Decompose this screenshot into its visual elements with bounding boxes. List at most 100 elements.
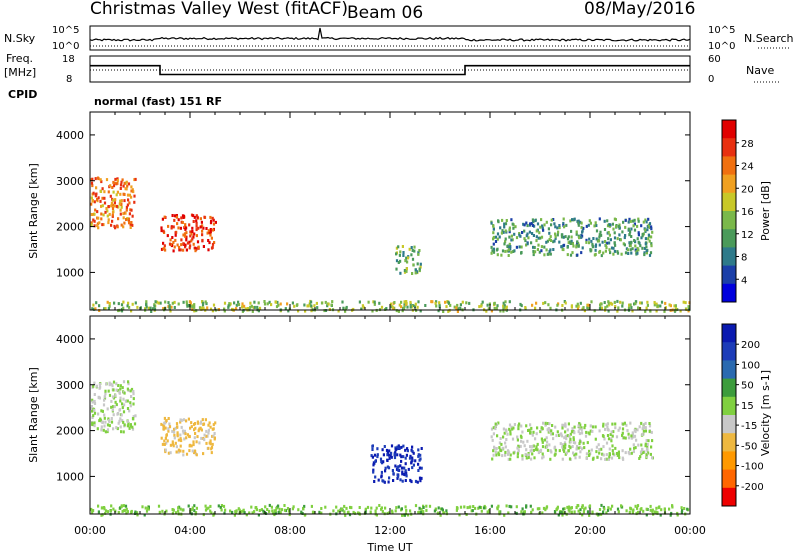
vel-cell [578,442,581,446]
vel-cell [243,511,246,515]
power-cell [94,307,97,311]
time-axis-tick-label: 08:00 [274,524,306,537]
power-cell [571,251,574,255]
vel-cell [324,505,327,509]
power-cell [552,248,555,251]
vel-cell [169,451,172,455]
vel-cell [545,505,549,509]
power-cell [342,306,345,310]
vel-cell [574,441,577,445]
vel-cell [567,505,571,509]
vel-cell [642,429,645,433]
power-cell [178,248,181,252]
power-cell [106,300,109,304]
power-cell [167,224,170,228]
power-cell [599,230,602,234]
vel-cell [168,425,172,429]
power-cell [111,219,114,223]
power-cell [542,228,545,232]
vel-cell [386,459,389,462]
power-cell [205,227,208,230]
vel-cell [622,422,625,426]
power-cell [400,300,403,304]
power-cell [504,249,507,253]
vel-cell [396,466,399,470]
vel-cell [663,508,666,512]
vel-cell [600,457,603,461]
vel-cell [625,423,628,427]
power-cell [414,268,417,272]
power-cell [604,249,607,253]
power-cell [122,192,125,196]
power-cell [395,309,398,313]
power-cell [160,247,164,251]
power-cell [646,300,649,304]
vel-cell [488,510,491,514]
power-cell [209,230,212,234]
power-cell [107,190,110,194]
power-cell [581,246,584,250]
power-cell [263,300,266,303]
vel-cell [123,403,126,407]
vel-cell [648,422,651,425]
vel-cell [573,453,576,457]
vel-cell [380,470,383,474]
power-cell [567,241,570,245]
vel-cell [191,449,194,453]
power-cell [648,253,652,257]
power-cell [213,241,216,244]
vel-cell [401,472,404,476]
vel-ytick-label: 1000 [56,470,84,483]
vel-cell [523,444,526,448]
vel-cell [420,507,423,511]
power-cell [607,231,610,234]
vel-cell [505,438,508,441]
power-cell [576,253,579,257]
power-cell [655,309,658,313]
vel-cell [609,433,612,436]
power-cell [577,304,580,308]
power-cell [398,253,401,257]
vel-cell [406,447,409,451]
vel-cell [380,460,383,464]
vel-cell [634,430,637,434]
vel-cell [348,513,352,517]
power-cell [537,243,540,247]
power-cell [644,309,647,313]
power-ytick-label: 2000 [56,221,84,234]
power-cell [178,245,181,249]
vel-cell [521,457,524,461]
power-cell [287,309,290,313]
power-cell [249,301,252,305]
power-cell [492,224,495,228]
power-cell [310,309,313,313]
power-cell [598,233,601,237]
power-cell [411,257,415,261]
power-cell [400,305,403,309]
power-cell [687,305,690,309]
vel-cell [541,445,545,449]
power-cell [107,205,110,208]
vel-cell [176,433,179,437]
power-cell [200,220,203,224]
power-cell [94,177,97,181]
vel-cell [507,511,510,515]
power-cell [188,240,191,244]
power-cell [614,243,617,247]
power-cell [95,192,98,196]
power-cell [616,309,619,313]
vel-cell [607,437,611,441]
vel-cell [250,505,253,509]
freq-panel: Freq. [MHz] 18 8 60 0 Nave CPID normal (… [4,52,780,108]
vel-cell [648,430,651,434]
power-cell [112,203,115,207]
power-cell [233,301,236,305]
vel-cell [509,432,512,436]
power-cell [562,243,566,247]
vel-cell [223,511,226,515]
vel-cell [112,405,115,409]
vel-cell [536,507,539,511]
power-cell [90,213,93,216]
vel-cell [402,455,405,459]
